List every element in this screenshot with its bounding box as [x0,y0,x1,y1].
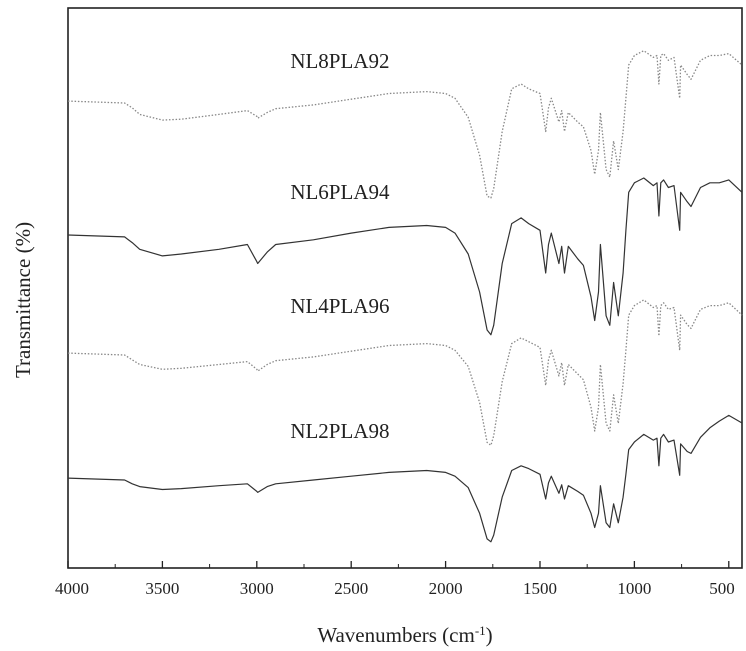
x-tick-label: 3000 [240,579,274,598]
x-tick-label: 1500 [523,579,557,598]
series-line-nl4pla96 [67,299,743,446]
x-tick-label: 3500 [145,579,179,598]
x-axis-label-main: Wavenumbers (cm [317,623,475,647]
series-line-nl6pla94 [67,177,743,336]
series-label-nl2pla98: NL2PLA98 [290,419,389,443]
x-axis-label: Wavenumbers (cm-1) [317,623,492,648]
x-tick-label: 2500 [334,579,368,598]
series-label-nl6pla94: NL6PLA94 [290,180,390,204]
x-axis-ticks: 4000 3500 3000 2500 2000 1500 1000 500 [55,561,735,598]
x-tick-label: 1000 [617,579,651,598]
series-layer: NL8PLA92 NL6PLA94 NL4PLA96 NL2PLA98 [67,49,743,543]
series-label-nl8pla92: NL8PLA92 [290,49,389,73]
x-axis-label-superscript: -1 [475,623,486,638]
x-axis-label-close: ) [486,623,493,647]
x-tick-label: 500 [709,579,735,598]
x-tick-label: 2000 [429,579,463,598]
x-tick-label: 4000 [55,579,89,598]
plot-frame [67,7,743,569]
series-label-nl4pla96: NL4PLA96 [290,294,389,318]
series-line-nl8pla92 [67,50,743,199]
series-line-nl2pla98 [67,414,743,543]
y-axis-label: Transmittance (%) [11,222,35,378]
